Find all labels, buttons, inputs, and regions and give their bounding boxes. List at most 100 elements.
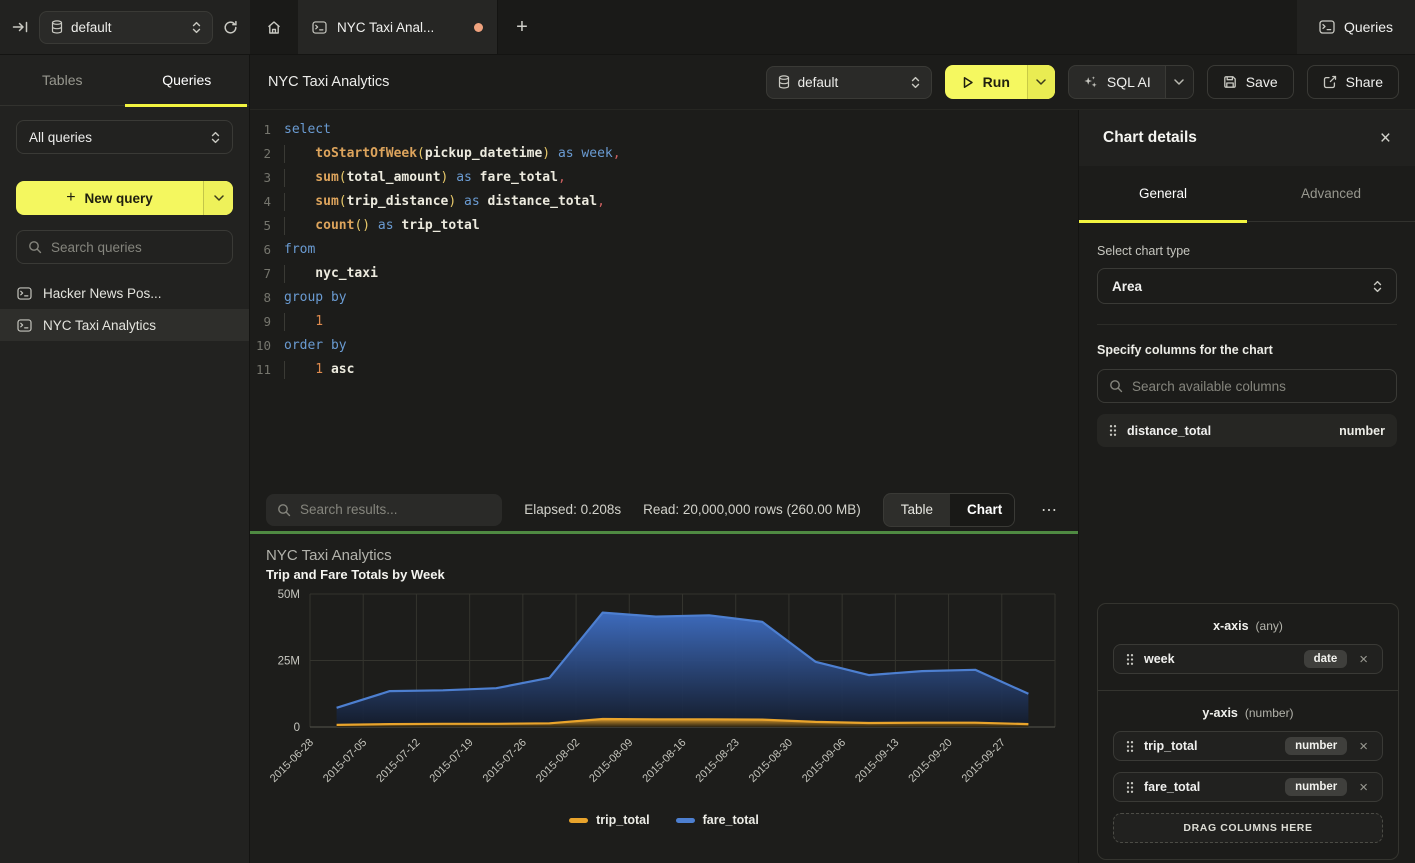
results-toolbar: Elapsed: 0.208s Read: 20,000,000 rows (2… — [250, 488, 1078, 531]
drag-handle-icon[interactable] — [1126, 653, 1134, 666]
svg-text:25M: 25M — [278, 656, 300, 668]
code-line[interactable]: 7nyc_taxi — [250, 262, 1078, 286]
svg-text:2015-08-16: 2015-08-16 — [640, 737, 688, 785]
sidebar-query-item[interactable]: NYC Taxi Analytics — [0, 309, 249, 341]
legend-label: fare_total — [703, 813, 759, 827]
sql-ai-button[interactable]: SQL AI — [1069, 66, 1165, 98]
drag-handle-icon[interactable] — [1126, 781, 1134, 794]
tab-nyc-taxi-analytics[interactable]: NYC Taxi Anal... — [298, 0, 498, 54]
sidebar-tab-queries[interactable]: Queries — [125, 55, 250, 105]
sql-ai-dropdown-button[interactable] — [1165, 66, 1193, 98]
refresh-icon[interactable] — [223, 20, 238, 35]
share-button[interactable]: Share — [1307, 65, 1399, 99]
columns-search[interactable] — [1097, 369, 1397, 403]
code-line[interactable]: 111 asc — [250, 358, 1078, 382]
results-search[interactable] — [266, 494, 502, 526]
code-line[interactable]: 10order by — [250, 334, 1078, 358]
close-icon[interactable]: × — [1380, 129, 1391, 148]
collapse-sidebar-icon[interactable] — [12, 20, 29, 34]
terminal-icon — [1319, 20, 1335, 34]
share-icon — [1323, 75, 1337, 89]
svg-text:2015-08-23: 2015-08-23 — [694, 737, 742, 785]
code-line[interactable]: 4sum(trip_distance) as distance_total, — [250, 190, 1078, 214]
results-area-chart[interactable]: 025M50M2015-06-282015-07-052015-07-12201… — [250, 582, 1078, 822]
area-fare_total — [337, 613, 1029, 727]
new-query-label: New query — [85, 191, 153, 206]
code-line[interactable]: 2toStartOfWeek(pickup_datetime) as week, — [250, 142, 1078, 166]
svg-text:2015-09-20: 2015-09-20 — [906, 737, 954, 785]
topbar-database-selector[interactable]: default — [39, 11, 213, 44]
chart-details-panel: Chart details × General Advanced Select … — [1078, 110, 1415, 863]
code-line[interactable]: 6from — [250, 238, 1078, 262]
code-line[interactable]: 91 — [250, 310, 1078, 334]
line-number: 7 — [250, 262, 284, 286]
svg-text:2015-09-06: 2015-09-06 — [800, 737, 848, 785]
drag-handle-icon[interactable] — [1126, 740, 1134, 753]
drag-handle-icon[interactable] — [1109, 424, 1117, 437]
new-query-dropdown-button[interactable] — [203, 181, 233, 215]
run-button[interactable]: Run — [945, 65, 1027, 99]
column-chip-fare_total[interactable]: fare_totalnumber× — [1113, 772, 1383, 802]
remove-column-icon[interactable]: × — [1357, 780, 1370, 795]
sidebar-search-input[interactable] — [51, 240, 228, 255]
line-number: 9 — [250, 310, 284, 334]
legend-label: trip_total — [596, 813, 649, 827]
line-number: 10 — [250, 334, 284, 358]
sidebar-search[interactable] — [16, 230, 233, 264]
tab-label: NYC Taxi Anal... — [337, 20, 464, 35]
column-chip-trip_total[interactable]: trip_totalnumber× — [1113, 731, 1383, 761]
line-number: 1 — [250, 118, 284, 142]
remove-column-icon[interactable]: × — [1357, 652, 1370, 667]
view-toggle: Table Chart — [883, 493, 1015, 527]
sidebar: Tables Queries All queries + New query — [0, 55, 250, 863]
code-text: from — [284, 238, 1078, 262]
updown-chevron-icon — [211, 131, 220, 144]
results-search-input[interactable] — [300, 502, 491, 517]
code-text: count() as trip_total — [284, 214, 1078, 238]
chart-section: NYC Taxi Analytics Trip and Fare Totals … — [250, 534, 1078, 863]
new-tab-button[interactable]: + — [498, 0, 546, 54]
code-line[interactable]: 3sum(total_amount) as fare_total, — [250, 166, 1078, 190]
sidebar-query-item[interactable]: Hacker News Pos... — [0, 277, 249, 309]
y-axis-title: y-axis (number) — [1113, 706, 1383, 720]
code-line[interactable]: 8group by — [250, 286, 1078, 310]
legend-item-trip_total[interactable]: trip_total — [569, 813, 649, 827]
column-type-badge: number — [1285, 778, 1347, 796]
drag-columns-drop-zone[interactable]: DRAG COLUMNS HERE — [1113, 813, 1383, 843]
remove-column-icon[interactable]: × — [1357, 739, 1370, 754]
new-query-button[interactable]: + New query — [16, 181, 203, 215]
query-list: Hacker News Pos... NYC Taxi Analytics — [0, 277, 249, 341]
columns-search-input[interactable] — [1132, 379, 1385, 394]
sidebar-tabs: Tables Queries — [0, 55, 249, 106]
query-filter-select[interactable]: All queries — [16, 120, 233, 154]
code-line[interactable]: 5count() as trip_total — [250, 214, 1078, 238]
legend-item-fare_total[interactable]: fare_total — [676, 813, 759, 827]
home-tab[interactable] — [250, 0, 298, 54]
chart-panel-tabs: General Advanced — [1079, 166, 1415, 222]
run-dropdown-button[interactable] — [1027, 65, 1055, 99]
terminal-icon — [17, 287, 32, 300]
sidebar-tab-tables[interactable]: Tables — [0, 55, 125, 105]
tab-general[interactable]: General — [1079, 166, 1247, 221]
sql-editor[interactable]: 1select2toStartOfWeek(pickup_datetime) a… — [250, 110, 1078, 488]
queries-button[interactable]: Queries — [1319, 19, 1393, 35]
view-toggle-chart[interactable]: Chart — [950, 494, 1015, 526]
svg-text:2015-09-27: 2015-09-27 — [960, 737, 1008, 785]
column-chip-week[interactable]: weekdate× — [1113, 644, 1383, 674]
chart-legend: trip_total fare_total — [250, 813, 1078, 827]
more-options-icon[interactable]: ⋯ — [1037, 500, 1062, 520]
column-type-badge: number — [1285, 737, 1347, 755]
code-line[interactable]: 1select — [250, 118, 1078, 142]
search-icon — [277, 503, 291, 517]
save-button[interactable]: Save — [1207, 65, 1294, 99]
chart-type-select[interactable]: Area — [1097, 268, 1397, 304]
code-text: nyc_taxi — [284, 262, 1078, 286]
code-text: group by — [284, 286, 1078, 310]
tab-advanced[interactable]: Advanced — [1247, 166, 1415, 221]
column-chip-distance_total[interactable]: distance_totalnumber — [1097, 414, 1397, 447]
view-toggle-table[interactable]: Table — [884, 494, 950, 526]
code-text: order by — [284, 334, 1078, 358]
query-item-label: NYC Taxi Analytics — [43, 318, 156, 333]
legend-swatch — [676, 818, 695, 823]
query-database-selector[interactable]: default — [766, 66, 932, 99]
